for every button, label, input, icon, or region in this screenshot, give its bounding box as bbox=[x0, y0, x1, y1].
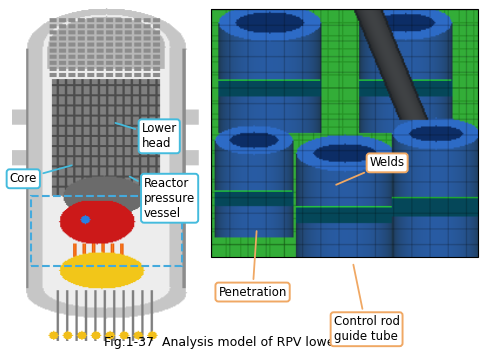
Text: Lower
head: Lower head bbox=[116, 122, 177, 150]
Text: Core: Core bbox=[10, 165, 72, 185]
Bar bbox=[211, 9, 478, 257]
Text: Reactor
pressure
vessel: Reactor pressure vessel bbox=[130, 177, 195, 220]
FancyBboxPatch shape bbox=[12, 9, 199, 343]
Text: Control rod
guide tube: Control rod guide tube bbox=[334, 265, 399, 343]
Text: Penetration: Penetration bbox=[218, 231, 287, 298]
Text: Welds: Welds bbox=[336, 156, 405, 185]
Text: Fig.1-37  Analysis model of RPV lower head: Fig.1-37 Analysis model of RPV lower hea… bbox=[105, 336, 375, 349]
Bar bbox=[31, 196, 182, 267]
